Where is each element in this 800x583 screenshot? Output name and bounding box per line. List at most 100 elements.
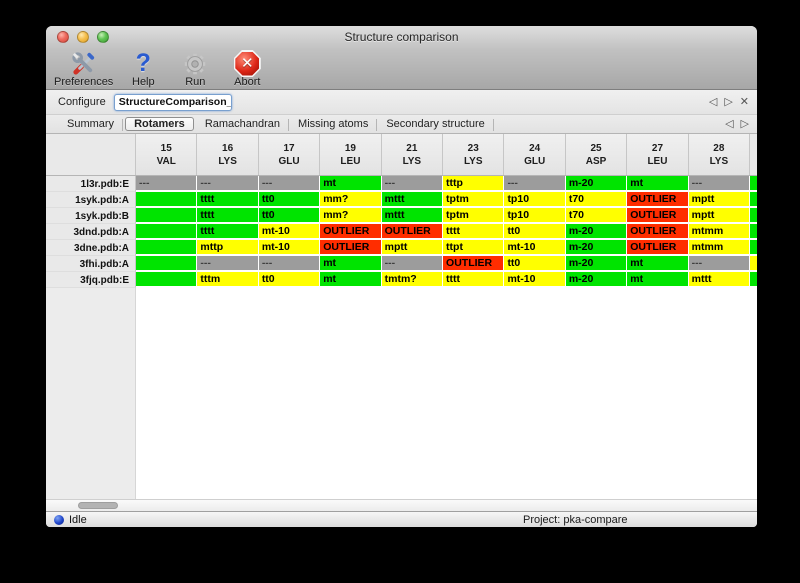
column-header-21[interactable]: 21 LYS xyxy=(381,134,444,175)
rotamer-cell-28[interactable]: mtmm xyxy=(688,240,751,256)
rotamer-cell-24[interactable]: mt-10 xyxy=(504,272,566,288)
rotamer-cell-21[interactable]: mttt xyxy=(381,208,444,224)
tab-secondary-structure[interactable]: Secondary structure xyxy=(377,117,495,131)
rotamer-cell-24[interactable]: --- xyxy=(504,176,566,192)
column-header-16[interactable]: 16 LYS xyxy=(197,134,259,175)
title-bar[interactable]: Structure comparison xyxy=(46,26,757,48)
rotamer-cell-16[interactable]: mttp xyxy=(197,240,259,256)
row-label[interactable]: 3dne.pdb:A xyxy=(46,240,136,256)
abort-button[interactable]: ✕ Abort xyxy=(225,50,269,88)
rotamer-cell-25[interactable]: t70 xyxy=(565,208,628,224)
rotamer-cell-19[interactable]: OUTLIER xyxy=(320,224,382,240)
rotamer-cell-23[interactable]: tptm xyxy=(443,208,505,224)
rotamer-cell-19[interactable]: mt xyxy=(320,176,382,192)
column-header-19[interactable]: 19 LEU xyxy=(320,134,382,175)
rotamer-cell-15[interactable] xyxy=(136,272,198,288)
rotamer-cell-15[interactable] xyxy=(136,256,198,272)
run-button[interactable]: Run xyxy=(173,50,217,88)
rotamer-cell-28[interactable]: mptt xyxy=(688,192,751,208)
rotamer-cell-16[interactable]: tttt xyxy=(197,224,259,240)
row-label[interactable]: 3dnd.pdb:A xyxy=(46,224,136,240)
close-window-button[interactable] xyxy=(57,31,69,43)
rotamer-cell-23[interactable]: tptm xyxy=(443,192,505,208)
rotamer-cell-27[interactable]: mt xyxy=(627,256,689,272)
rotamer-cell-19[interactable]: mm? xyxy=(320,208,382,224)
rotamer-cell-28[interactable]: --- xyxy=(688,176,751,192)
rotamer-cell-27[interactable]: OUTLIER xyxy=(627,208,689,224)
rotamer-cell-15[interactable]: --- xyxy=(136,176,198,192)
rotamer-cell-17[interactable]: tt0 xyxy=(258,192,321,208)
rotamer-cell-28[interactable]: mttt xyxy=(688,272,751,288)
column-header-25[interactable]: 25 ASP xyxy=(565,134,628,175)
rotamer-cell-24[interactable]: tp10 xyxy=(504,192,566,208)
rotamer-cell-21[interactable]: tmtm? xyxy=(381,272,444,288)
row-label[interactable]: 3fhi.pdb:A xyxy=(46,256,136,272)
column-header-17[interactable]: 17 GLU xyxy=(258,134,321,175)
rotamer-cell-24[interactable]: tp10 xyxy=(504,208,566,224)
help-button[interactable]: ? Help xyxy=(121,50,165,89)
rotamer-cell-21[interactable]: mptt xyxy=(381,240,444,256)
rotamer-cell-24[interactable]: tt0 xyxy=(504,224,566,240)
rotamer-cell-15[interactable] xyxy=(136,240,198,256)
rotamer-cell-15[interactable] xyxy=(136,208,198,224)
column-header-23[interactable]: 23 LYS xyxy=(443,134,505,175)
prev-tab-icon[interactable]: ◁ xyxy=(725,117,734,130)
column-header-27[interactable]: 27 LEU xyxy=(627,134,689,175)
rotamer-cell-25[interactable]: m-20 xyxy=(565,256,628,272)
rotamer-cell-17[interactable]: tt0 xyxy=(258,208,321,224)
rotamer-cell-16[interactable]: --- xyxy=(197,176,259,192)
column-header-24[interactable]: 24 GLU xyxy=(504,134,566,175)
rotamer-cell-19[interactable]: mt xyxy=(320,272,382,288)
tab-ramachandran[interactable]: Ramachandran xyxy=(196,117,290,131)
rotamer-cell-16[interactable]: tttm xyxy=(197,272,259,288)
rotamer-cell-21[interactable]: --- xyxy=(381,256,444,272)
rotamer-cell-27[interactable]: OUTLIER xyxy=(627,192,689,208)
row-label[interactable]: 1syk.pdb:A xyxy=(46,192,136,208)
rotamer-cell-23[interactable]: tttt xyxy=(443,272,505,288)
configure-name-input[interactable]: StructureComparison_1 xyxy=(113,93,232,111)
rotamer-cell-21[interactable]: mttt xyxy=(381,192,444,208)
column-header-15[interactable]: 15 VAL xyxy=(136,134,198,175)
rotamer-cell-16[interactable]: tttt xyxy=(197,192,259,208)
rotamer-cell-28[interactable]: mptt xyxy=(688,208,751,224)
rotamer-cell-27[interactable]: mt xyxy=(627,272,689,288)
rotamer-cell-17[interactable]: --- xyxy=(258,176,321,192)
rotamer-cell-25[interactable]: m-20 xyxy=(565,240,628,256)
rotamer-cell-27[interactable]: OUTLIER xyxy=(627,224,689,240)
rotamer-cell-17[interactable]: --- xyxy=(258,256,321,272)
rotamer-cell-19[interactable]: OUTLIER xyxy=(320,240,382,256)
rotamer-cell-25[interactable]: m-20 xyxy=(565,224,628,240)
tab-rotamers[interactable]: Rotamers xyxy=(125,117,194,131)
zoom-window-button[interactable] xyxy=(97,31,109,43)
rotamer-cell-17[interactable]: mt-10 xyxy=(258,224,321,240)
prev-config-icon[interactable]: ◁ xyxy=(708,95,718,108)
rotamer-cell-16[interactable]: --- xyxy=(197,256,259,272)
rotamer-cell-16[interactable]: tttt xyxy=(197,208,259,224)
rotamer-cell-25[interactable]: t70 xyxy=(565,192,628,208)
rotamer-cell-24[interactable]: mt-10 xyxy=(504,240,566,256)
preferences-button[interactable]: Preferences xyxy=(54,50,113,88)
next-tab-icon[interactable]: ▷ xyxy=(740,117,749,130)
rotamer-cell-19[interactable]: mt xyxy=(320,256,382,272)
rotamer-cell-17[interactable]: tt0 xyxy=(258,272,321,288)
tab-missing-atoms[interactable]: Missing atoms xyxy=(289,117,378,131)
rotamer-cell-17[interactable]: mt-10 xyxy=(258,240,321,256)
horizontal-scrollbar[interactable] xyxy=(46,499,757,511)
rotamer-cell-23[interactable]: tttt xyxy=(443,224,505,240)
minimize-window-button[interactable] xyxy=(77,31,89,43)
rotamer-cell-21[interactable]: --- xyxy=(381,176,444,192)
next-config-icon[interactable]: ▷ xyxy=(724,95,733,108)
column-header-28[interactable]: 28 LYS xyxy=(688,134,751,175)
row-label[interactable]: 3fjq.pdb:E xyxy=(46,272,136,288)
close-config-icon[interactable]: ✕ xyxy=(739,95,749,108)
rotamer-cell-25[interactable]: m-20 xyxy=(565,176,628,192)
rotamer-cell-15[interactable] xyxy=(136,192,198,208)
rotamer-cell-21[interactable]: OUTLIER xyxy=(381,224,444,240)
rotamer-cell-24[interactable]: tt0 xyxy=(504,256,566,272)
rotamer-cell-23[interactable]: OUTLIER xyxy=(443,256,505,272)
rotamer-cell-25[interactable]: m-20 xyxy=(565,272,628,288)
horizontal-scrollbar-thumb[interactable] xyxy=(78,502,118,509)
tab-summary[interactable]: Summary xyxy=(58,117,124,131)
rotamer-cell-28[interactable]: --- xyxy=(688,256,751,272)
row-label[interactable]: 1l3r.pdb:E xyxy=(46,176,136,192)
